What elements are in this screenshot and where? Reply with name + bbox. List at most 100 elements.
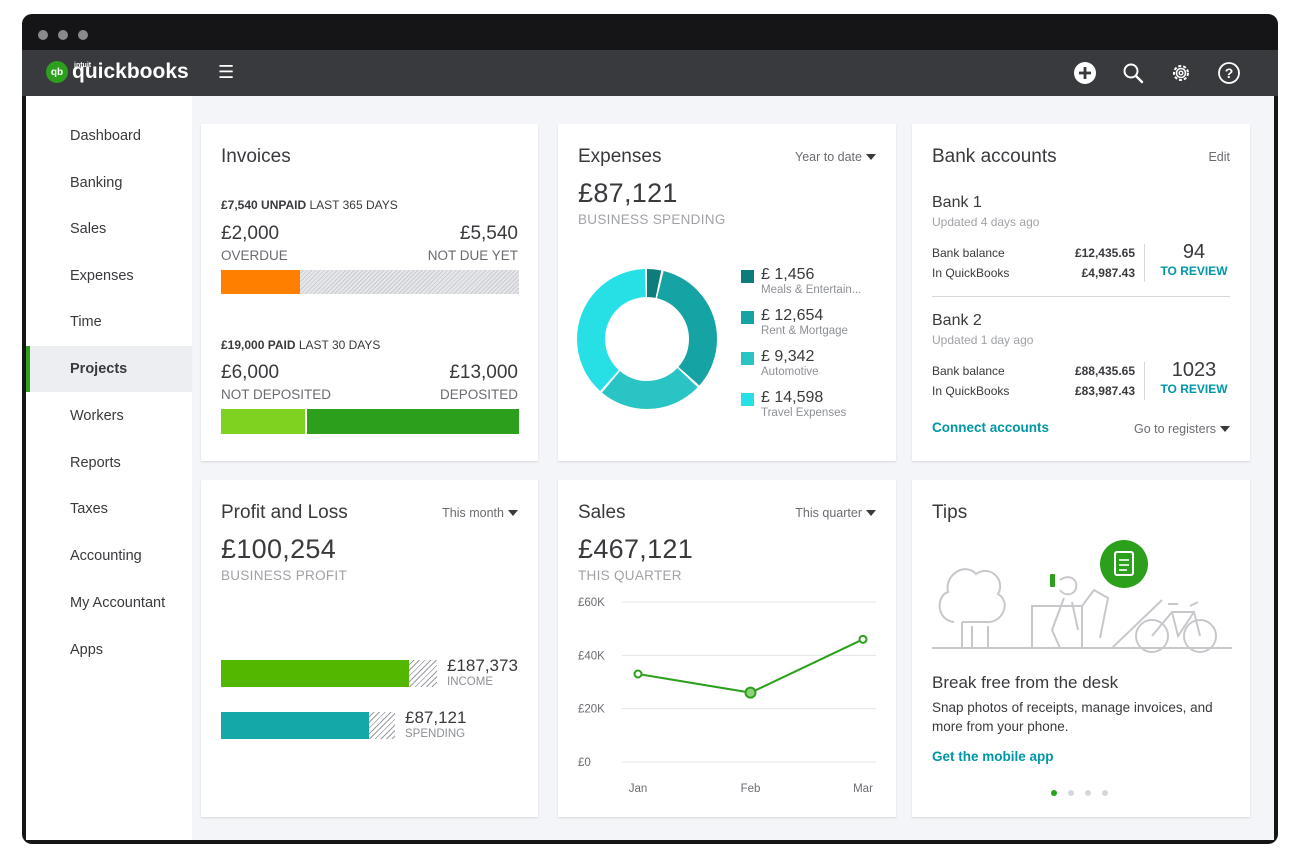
bank-1-qb: £4,987.43 bbox=[1081, 266, 1135, 280]
paid-bar[interactable] bbox=[221, 409, 519, 434]
sidebar-item-time[interactable]: Time bbox=[70, 314, 102, 330]
bank-2-divider bbox=[1144, 362, 1145, 400]
deposited-label: DEPOSITED bbox=[439, 387, 518, 402]
not-deposited-bar-segment[interactable] bbox=[221, 409, 308, 434]
sidebar-item-my-accountant[interactable]: My Accountant bbox=[70, 595, 166, 611]
sidebar-item-expenses[interactable]: Expenses bbox=[70, 268, 134, 284]
not-deposited-amount: £6,000 bbox=[221, 362, 280, 383]
legend-swatch bbox=[741, 352, 754, 365]
sales-point[interactable] bbox=[858, 634, 868, 644]
bank-1-review[interactable]: 94 TO REVIEW bbox=[1158, 241, 1230, 278]
sidebar-item-projects[interactable]: Projects bbox=[26, 346, 192, 392]
overdue-bar-segment[interactable] bbox=[221, 270, 300, 294]
sidebar-item-accounting[interactable]: Accounting bbox=[70, 548, 142, 564]
help-icon[interactable]: ? bbox=[1216, 60, 1242, 86]
legend-amount: £ 12,654 bbox=[761, 307, 824, 324]
bank-1-review-label: TO REVIEW bbox=[1160, 264, 1228, 278]
expenses-title: Expenses bbox=[578, 146, 662, 167]
donut-slice-1[interactable] bbox=[577, 269, 717, 409]
window-dot-minimize[interactable] bbox=[58, 30, 68, 40]
window-dot-maximize[interactable] bbox=[78, 30, 88, 40]
gear-icon[interactable] bbox=[1168, 60, 1194, 86]
sales-card[interactable]: Sales This quarter £467,121 THIS QUARTER… bbox=[558, 480, 896, 817]
y-tick-label: £20K bbox=[578, 704, 605, 716]
income-label: INCOME bbox=[447, 676, 493, 688]
quickbooks-logo[interactable]: qb intuit quickbooks bbox=[46, 61, 189, 83]
chevron-down-icon bbox=[866, 510, 876, 516]
donut-slice-0[interactable] bbox=[577, 269, 717, 409]
invoices-title: Invoices bbox=[221, 146, 291, 167]
income-bar-hatch bbox=[409, 660, 437, 687]
tips-card[interactable]: Tips bbox=[912, 480, 1250, 817]
sidebar-item-sales[interactable]: Sales bbox=[70, 221, 107, 237]
bank-1-review-count: 94 bbox=[1182, 241, 1206, 263]
bank-1-qb-label: In QuickBooks bbox=[932, 266, 1010, 280]
deposited-bar-segment[interactable] bbox=[307, 409, 519, 434]
sales-point[interactable] bbox=[744, 686, 757, 699]
plus-icon[interactable] bbox=[1072, 60, 1098, 86]
donut-slice-2[interactable] bbox=[577, 269, 717, 409]
legend-amount: £ 14,598 bbox=[761, 389, 824, 406]
unpaid-amount: £7,540 UNPAID bbox=[221, 198, 307, 212]
sidebar-item-reports[interactable]: Reports bbox=[70, 455, 121, 471]
main-content: Dashboard Banking Sales Expenses Time Pr… bbox=[26, 96, 1274, 840]
window-dot-close[interactable] bbox=[38, 30, 48, 40]
legend-amount: £ 1,456 bbox=[761, 266, 815, 283]
profit-period-dropdown[interactable]: This month bbox=[442, 506, 518, 520]
sidebar-item-workers[interactable]: Workers bbox=[70, 408, 124, 424]
sidebar-item-banking[interactable]: Banking bbox=[70, 175, 123, 191]
chevron-down-icon bbox=[1220, 426, 1230, 432]
legend-label: Meals & Entertain... bbox=[761, 284, 862, 296]
spending-bar[interactable] bbox=[221, 712, 369, 739]
donut-slice-3[interactable] bbox=[577, 269, 717, 409]
tips-title: Tips bbox=[932, 502, 968, 523]
expenses-donut-chart[interactable] bbox=[572, 264, 722, 414]
paid-summary: £19,000 PAID LAST 30 DAYS bbox=[221, 338, 380, 352]
sales-line-chart[interactable]: £60K £40K £20K £0 Jan Feb Mar bbox=[558, 590, 896, 805]
chevron-down-icon bbox=[866, 154, 876, 160]
pagination-dot[interactable] bbox=[1068, 790, 1074, 796]
expenses-period-dropdown[interactable]: Year to date bbox=[795, 150, 876, 164]
tips-heading: Break free from the desk bbox=[932, 673, 1119, 692]
profit-period: This month bbox=[442, 506, 504, 520]
get-mobile-app-link[interactable]: Get the mobile app bbox=[932, 749, 1054, 764]
overdue-label: OVERDUE bbox=[221, 248, 288, 263]
pagination-dot[interactable] bbox=[1102, 790, 1108, 796]
edit-link[interactable]: Edit bbox=[1208, 150, 1230, 164]
expenses-total: £87,121 bbox=[578, 178, 678, 208]
pagination-dot[interactable] bbox=[1051, 790, 1057, 796]
go-to-registers-label: Go to registers bbox=[1134, 422, 1216, 436]
hamburger-icon[interactable]: ☰ bbox=[218, 62, 235, 82]
bank-2-balance-label: Bank balance bbox=[932, 364, 1005, 378]
search-icon[interactable] bbox=[1120, 60, 1146, 86]
sales-title: Sales bbox=[578, 502, 626, 523]
window-controls bbox=[38, 30, 88, 40]
legend-swatch bbox=[741, 311, 754, 324]
bank-2-name[interactable]: Bank 2 bbox=[932, 312, 982, 329]
bank-2-review[interactable]: 1023 TO REVIEW bbox=[1158, 359, 1230, 396]
sales-point[interactable] bbox=[633, 669, 643, 679]
sidebar-item-taxes[interactable]: Taxes bbox=[70, 501, 108, 517]
income-bar[interactable] bbox=[221, 660, 409, 687]
legend-swatch bbox=[741, 270, 754, 283]
profit-loss-title: Profit and Loss bbox=[221, 502, 348, 523]
sidebar-item-dashboard[interactable]: Dashboard bbox=[70, 128, 141, 144]
sidebar-item-apps[interactable]: Apps bbox=[70, 642, 104, 658]
bank-1-name[interactable]: Bank 1 bbox=[932, 194, 982, 211]
income-amount: £187,373 bbox=[447, 656, 518, 675]
tips-body: Snap photos of receipts, manage invoices… bbox=[932, 700, 1213, 734]
y-tick-label: £60K bbox=[578, 597, 605, 609]
pagination-dot[interactable] bbox=[1085, 790, 1091, 796]
profit-loss-card[interactable]: Profit and Loss This month £100,254 BUSI… bbox=[201, 480, 538, 817]
invoices-card[interactable]: Invoices £7,540 UNPAID LAST 365 DAYS £2,… bbox=[201, 124, 538, 461]
unpaid-bar[interactable] bbox=[221, 270, 519, 294]
not-due-bar-segment[interactable] bbox=[299, 270, 519, 294]
tips-illustration bbox=[932, 540, 1232, 653]
legend-amount: £ 9,342 bbox=[761, 348, 815, 365]
expenses-card[interactable]: Expenses Year to date £87,121 BUSINESS S… bbox=[558, 124, 896, 461]
go-to-registers-dropdown[interactable]: Go to registers bbox=[1134, 422, 1230, 436]
sales-period-dropdown[interactable]: This quarter bbox=[795, 506, 876, 520]
bank-accounts-card[interactable]: Bank accounts Edit Bank 1 Updated 4 days… bbox=[912, 124, 1250, 461]
connect-accounts-link[interactable]: Connect accounts bbox=[932, 420, 1050, 435]
legend-label: Rent & Mortgage bbox=[761, 325, 848, 337]
